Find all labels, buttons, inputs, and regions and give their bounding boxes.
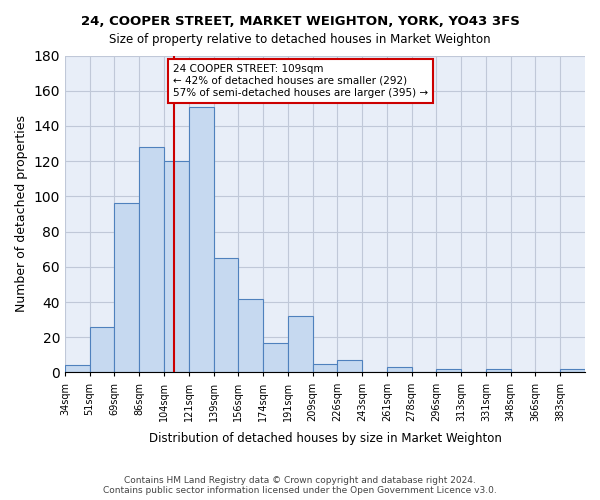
Bar (263, 342, 288, 372)
Bar (387, 367, 412, 372)
Bar (337, 360, 362, 372)
Text: Contains HM Land Registry data © Crown copyright and database right 2024.
Contai: Contains HM Land Registry data © Crown c… (103, 476, 497, 495)
Bar (560, 369, 585, 372)
Bar (238, 298, 263, 372)
Bar (189, 106, 214, 372)
Text: 24, COOPER STREET, MARKET WEIGHTON, YORK, YO43 3FS: 24, COOPER STREET, MARKET WEIGHTON, YORK… (80, 15, 520, 28)
Bar (65, 366, 89, 372)
X-axis label: Distribution of detached houses by size in Market Weighton: Distribution of detached houses by size … (149, 432, 502, 445)
Bar (139, 147, 164, 372)
Text: Size of property relative to detached houses in Market Weighton: Size of property relative to detached ho… (109, 32, 491, 46)
Bar (214, 258, 238, 372)
Bar (288, 316, 313, 372)
Bar (436, 369, 461, 372)
Bar (486, 369, 511, 372)
Bar (89, 326, 115, 372)
Bar (313, 364, 337, 372)
Text: 24 COOPER STREET: 109sqm
← 42% of detached houses are smaller (292)
57% of semi-: 24 COOPER STREET: 109sqm ← 42% of detach… (173, 64, 428, 98)
Bar (115, 204, 139, 372)
Y-axis label: Number of detached properties: Number of detached properties (15, 116, 28, 312)
Bar (164, 161, 189, 372)
